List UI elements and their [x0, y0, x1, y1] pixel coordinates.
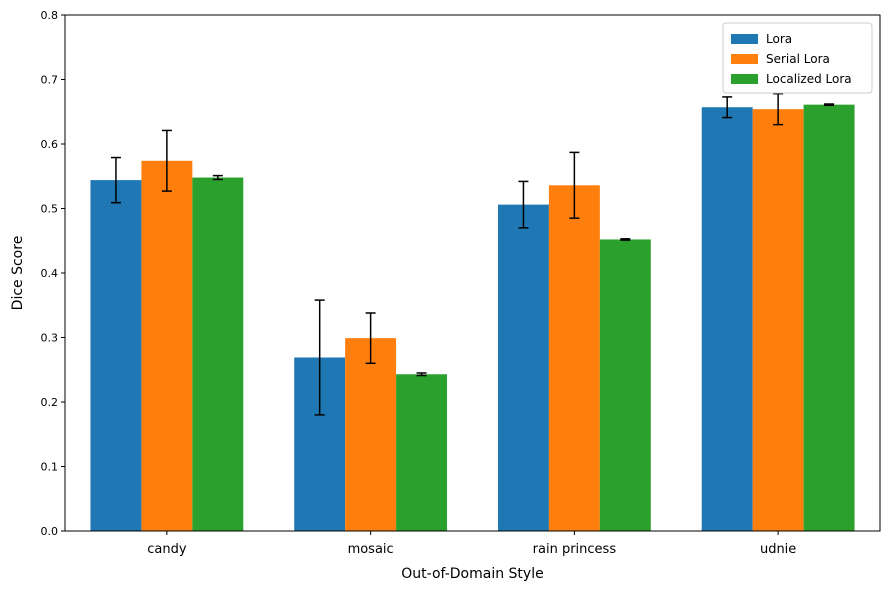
bar-localized-lora-udnie: [803, 104, 855, 531]
error-bar-lora-rain-princess: [518, 180, 529, 229]
y-axis: 0.0 0.1 0.2 0.3 0.4 0.5 0.6 0.7 0.8: [41, 9, 65, 538]
legend-item: Lora: [731, 32, 792, 46]
error-bar-serial-lora-rain-princess: [569, 151, 580, 219]
x-tick-label: rain princess: [533, 542, 617, 557]
x-tick-label: candy: [147, 542, 187, 557]
bar-serial-lora-candy: [141, 160, 193, 531]
error-bar-localized-lora-candy: [212, 174, 223, 181]
x-tick-label: mosaic: [348, 542, 394, 557]
y-tick-label: 0.1: [41, 461, 59, 474]
bars-layer: [90, 104, 855, 532]
error-bar-serial-lora-mosaic: [365, 312, 376, 365]
y-tick-label: 0.6: [41, 138, 59, 151]
bar-serial-lora-rain-princess: [548, 185, 600, 531]
x-axis: candy mosaic rain princess udnie: [147, 531, 796, 557]
legend-item: Localized Lora: [731, 72, 852, 86]
error-bar-serial-lora-udnie: [773, 92, 784, 126]
x-axis-title: Out-of-Domain Style: [401, 566, 543, 582]
legend-label: Localized Lora: [766, 72, 852, 86]
bar-serial-lora-mosaic: [345, 338, 397, 531]
legend: Lora Serial Lora Localized Lora: [722, 22, 873, 94]
legend-swatch: [731, 54, 758, 64]
error-bar-lora-candy: [110, 156, 121, 204]
bar-localized-lora-rain-princess: [599, 239, 651, 531]
legend-label: Serial Lora: [766, 52, 830, 66]
bar-serial-lora-udnie: [752, 109, 804, 532]
legend-swatch: [731, 34, 758, 44]
legend-box: [722, 22, 873, 94]
y-tick-label: 0.7: [41, 74, 59, 87]
bar-lora-udnie: [701, 107, 753, 532]
y-axis-title: Dice Score: [10, 236, 26, 311]
y-tick-label: 0.5: [41, 203, 59, 216]
y-tick-label: 0.4: [41, 267, 59, 280]
error-bar-localized-lora-rain-princess: [620, 238, 631, 241]
bar-localized-lora-candy: [192, 177, 244, 532]
error-bar-localized-lora-mosaic: [416, 372, 427, 377]
legend-item: Serial Lora: [731, 52, 830, 66]
error-bar-serial-lora-candy: [161, 129, 172, 192]
y-tick-label: 0.8: [41, 9, 59, 22]
y-tick-label: 0.0: [41, 525, 59, 538]
legend-swatch: [731, 74, 758, 84]
y-tick-label: 0.2: [41, 396, 59, 409]
error-bar-lora-udnie: [722, 96, 733, 119]
error-bars-layer: [110, 92, 835, 416]
error-bar-localized-lora-udnie: [824, 103, 835, 107]
error-bar-lora-mosaic: [314, 299, 325, 416]
x-tick-label: udnie: [760, 542, 796, 557]
y-tick-label: 0.3: [41, 332, 59, 345]
legend-label: Lora: [766, 32, 792, 46]
bar-localized-lora-mosaic: [396, 374, 448, 531]
bar-lora-candy: [90, 180, 142, 531]
bar-lora-rain-princess: [497, 204, 549, 531]
